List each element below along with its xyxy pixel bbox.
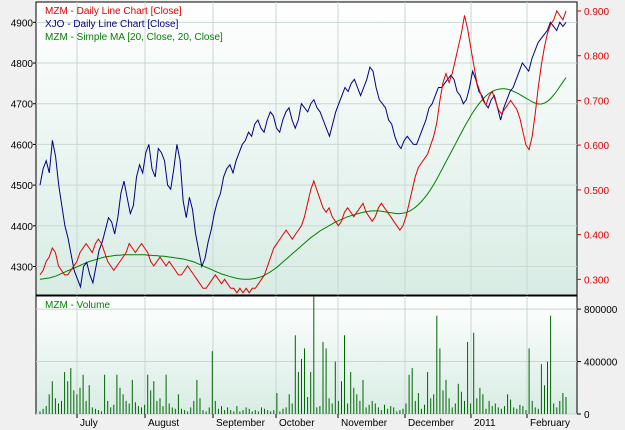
right-tick-label: 0.600 (584, 141, 609, 152)
sma-series-line (39, 77, 567, 280)
right-axis-ticks: 0.300 0.400 0.500 0.600 0.700 0.800 0.900 (577, 7, 609, 286)
left-axis-ticks: 4300 4400 4500 4600 4700 4800 4900 (11, 18, 36, 274)
x-tick-label: February (530, 418, 570, 429)
right-tick-label: 0.900 (584, 7, 609, 18)
right-tick-label: 0.500 (584, 186, 609, 197)
x-tick-label: September (216, 418, 266, 429)
volume-tick-label: 0 (584, 410, 590, 421)
left-tick-label: 4700 (11, 100, 34, 111)
x-tick-label: December (408, 418, 455, 429)
price-grid (36, 2, 577, 295)
legend-xjo-line: XJO - Daily Line Chart [Close] (45, 19, 179, 30)
mzm-series-line (39, 9, 567, 294)
x-tick-label: November (341, 418, 388, 429)
volume-axis-ticks: 0 400000 800000 (577, 305, 618, 421)
right-tick-label: 0.700 (584, 96, 609, 107)
left-tick-label: 4600 (11, 140, 34, 151)
left-tick-label: 4500 (11, 181, 34, 192)
left-tick-label: 4900 (11, 18, 34, 29)
legend-sma: MZM - Simple MA [20, Close, 20, Close] (45, 32, 223, 43)
left-tick-label: 4800 (11, 59, 34, 70)
x-axis-ticks: July August September October November Decemb… (76, 414, 570, 429)
left-tick-label: 4300 (11, 263, 34, 274)
volume-panel (35, 295, 578, 415)
x-tick-label: August (148, 418, 179, 429)
left-tick-label: 4400 (11, 222, 34, 233)
volume-bars (39, 296, 567, 414)
x-tick-label: 2011 (474, 418, 496, 429)
price-panel (35, 1, 578, 296)
right-tick-label: 0.400 (584, 231, 609, 242)
legend-mzm-line: MZM - Daily Line Chart [Close] (45, 6, 182, 17)
right-tick-label: 0.300 (584, 275, 609, 286)
volume-tick-label: 400000 (584, 358, 618, 369)
x-tick-label: October (279, 418, 315, 429)
legend-volume: MZM - Volume (45, 300, 110, 311)
right-tick-label: 0.800 (584, 52, 609, 63)
volume-tick-label: 800000 (584, 305, 618, 316)
xjo-series-line (39, 21, 567, 289)
x-tick-label: July (80, 418, 98, 429)
